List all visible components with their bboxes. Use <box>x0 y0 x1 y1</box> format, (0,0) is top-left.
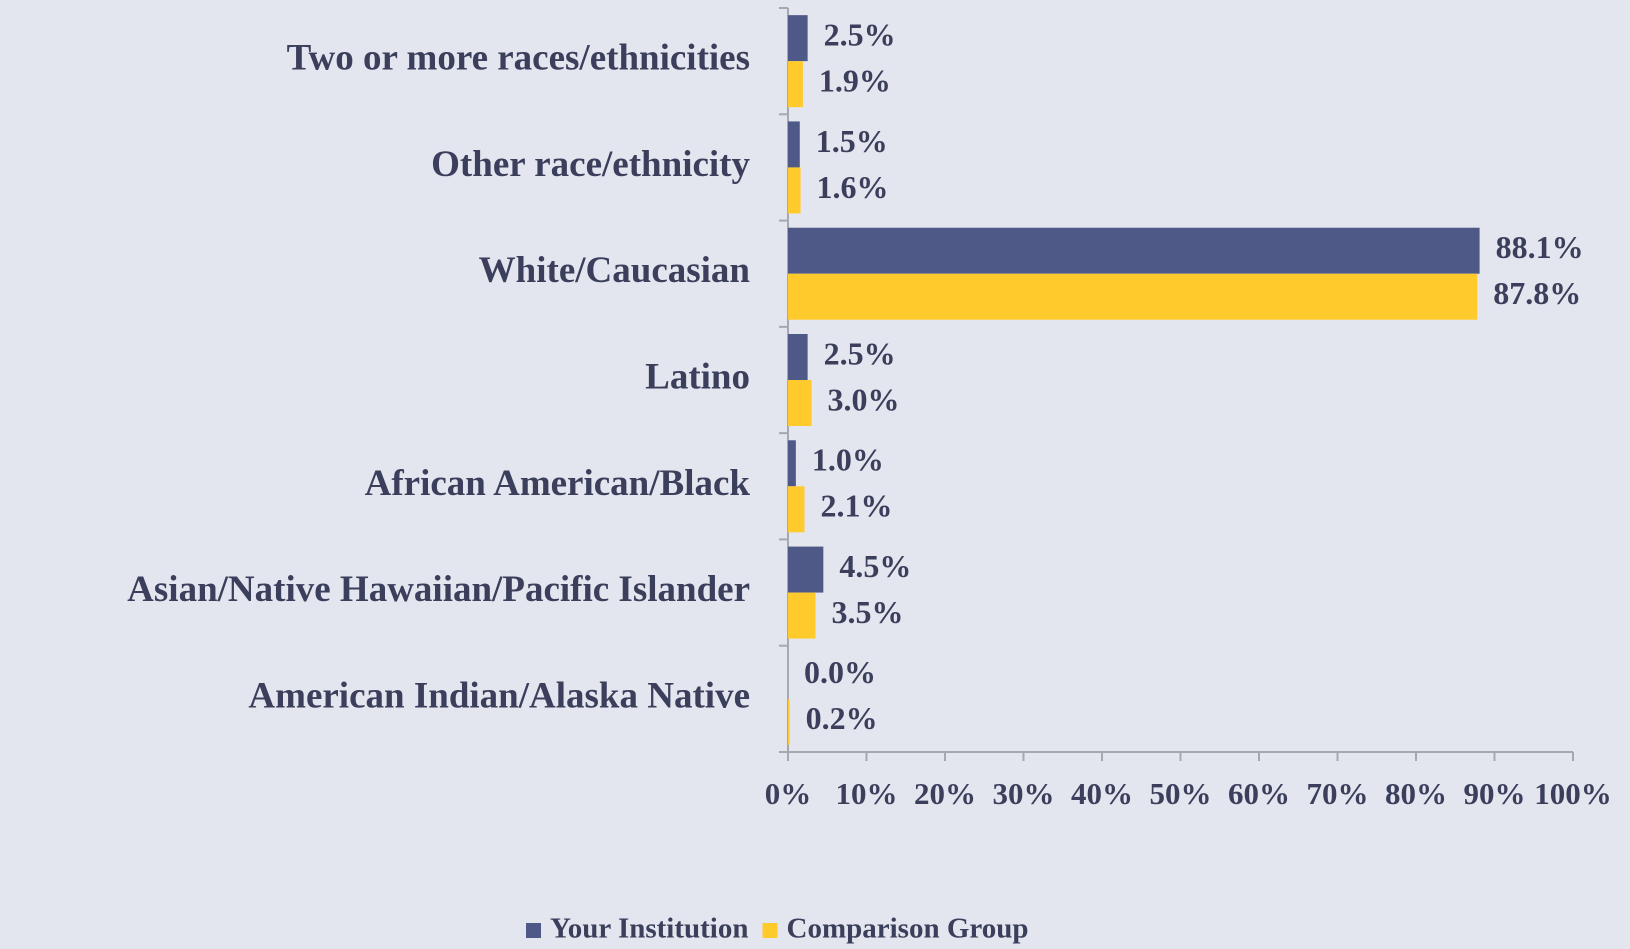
data-label: 1.0% <box>812 442 884 478</box>
bar <box>788 273 1478 320</box>
x-tick-label: 80% <box>1385 776 1447 811</box>
bar <box>788 15 808 62</box>
bar <box>788 698 790 745</box>
legend-label: Your Institution <box>550 913 749 945</box>
category-label: Other race/ethnicity <box>431 144 750 185</box>
bar <box>788 167 801 214</box>
legend-swatch <box>762 923 778 938</box>
bar <box>788 592 816 639</box>
bar <box>788 486 805 533</box>
x-tick-label: 30% <box>993 776 1055 811</box>
category-label: Two or more races/ethnicities <box>287 38 750 79</box>
bar <box>788 121 800 168</box>
bar <box>788 440 796 487</box>
bar <box>788 61 803 108</box>
x-tick-label: 10% <box>836 776 898 811</box>
category-label: African American/Black <box>365 463 751 504</box>
bar <box>788 546 824 593</box>
category-label: Asian/Native Hawaiian/Pacific Islander <box>127 569 750 610</box>
bar <box>788 227 1480 274</box>
data-label: 1.9% <box>819 62 891 98</box>
data-label: 4.5% <box>839 548 911 584</box>
x-tick-label: 70% <box>1307 776 1369 811</box>
bar <box>788 380 812 426</box>
data-label: 3.0% <box>828 381 900 417</box>
legend-label: Comparison Group <box>787 913 1029 945</box>
x-tick-label: 100% <box>1534 776 1612 811</box>
data-label: 2.5% <box>824 16 896 52</box>
category-label: White/Caucasian <box>479 250 751 291</box>
data-label: 2.1% <box>820 488 892 524</box>
x-tick-label: 40% <box>1071 776 1133 811</box>
data-label: 1.5% <box>816 123 888 159</box>
legend-swatch <box>526 923 541 938</box>
category-label: Latino <box>645 356 750 397</box>
data-label: 2.5% <box>824 335 896 371</box>
data-label: 3.5% <box>831 594 903 630</box>
category-label: American Indian/Alaska Native <box>248 675 750 716</box>
data-label: 88.1% <box>1496 229 1584 265</box>
x-tick-label: 20% <box>914 776 976 811</box>
x-tick-label: 50% <box>1150 776 1212 811</box>
data-label: 0.0% <box>804 654 876 690</box>
data-label: 1.6% <box>817 169 889 205</box>
data-label: 87.8% <box>1493 275 1581 311</box>
x-tick-label: 0% <box>765 776 812 811</box>
bar <box>788 334 808 380</box>
data-label: 0.2% <box>806 700 878 736</box>
x-tick-label: 60% <box>1228 776 1290 811</box>
x-tick-label: 90% <box>1464 776 1526 811</box>
